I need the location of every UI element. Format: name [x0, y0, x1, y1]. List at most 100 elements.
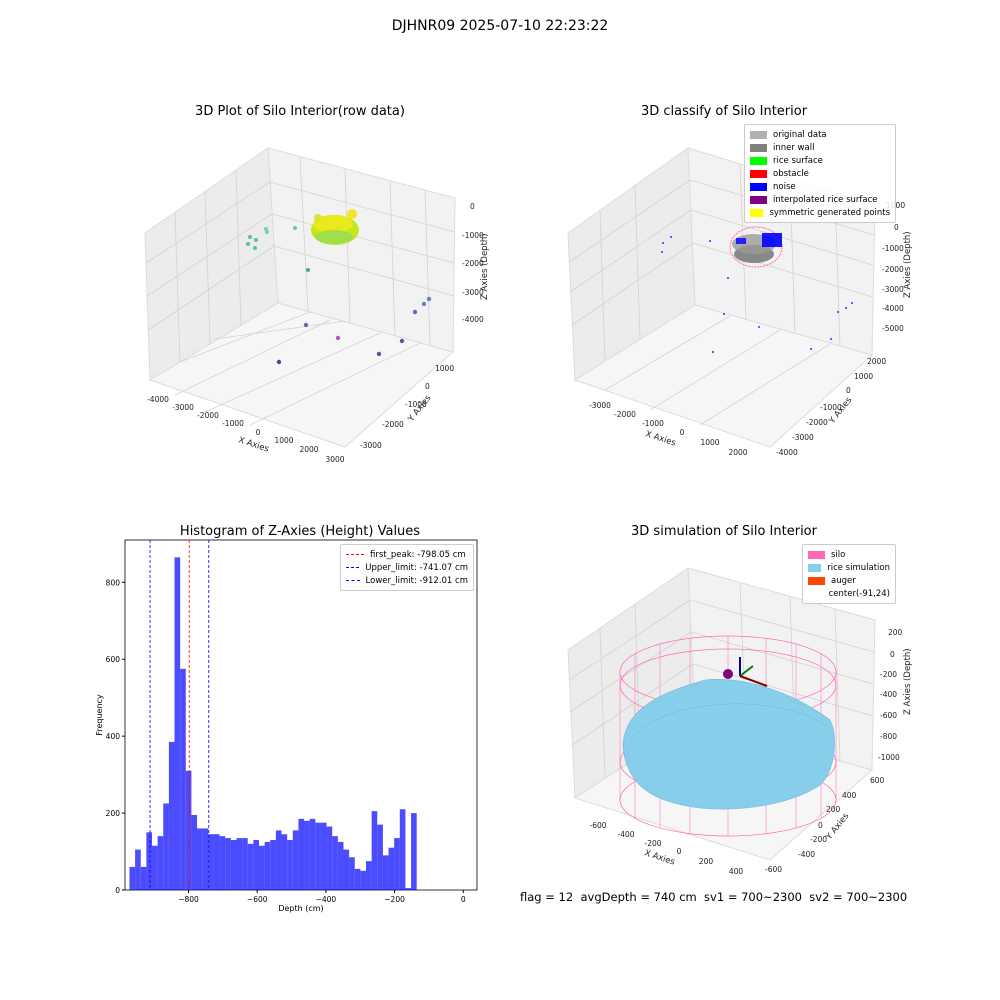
simulation-legend-label: center(-91,24) [828, 588, 890, 599]
histogram-bar [309, 818, 316, 890]
simulation-legend-swatch [808, 590, 823, 598]
raw-3d-points [246, 209, 432, 365]
histogram-bar [337, 841, 344, 890]
histogram-bar [320, 822, 327, 890]
histogram-bar [343, 849, 350, 890]
raw-y-tick: -1000 [405, 400, 427, 409]
simulation-3d-plot: -600 -400 -200 0 200 400 X Axies -600 -4… [567, 567, 913, 876]
simulation-z-tick: -800 [880, 732, 897, 741]
histogram-legend-label: first_peak: -798.05 cm [370, 549, 466, 560]
histogram-bar [377, 824, 383, 890]
auger-marker [723, 657, 768, 687]
histogram-bar [259, 845, 265, 890]
classify-legend-swatch [750, 143, 767, 152]
histogram-x-tick-label: −200 [384, 895, 405, 904]
simulation-z-tick: -200 [880, 670, 897, 679]
classify-legend-label: symmetric generated points [769, 207, 890, 218]
raw-z-axis-label: Z Axies (Depth) [480, 233, 490, 300]
classify-legend-swatch [750, 208, 764, 217]
simulation-x-tick: 200 [699, 857, 714, 866]
simulation-legend-swatch [808, 550, 825, 559]
classify-3d-plot: -3000 -2000 -1000 0 1000 2000 X Axies -4… [567, 147, 913, 457]
simulation-y-tick: 0 [818, 821, 823, 830]
histogram-bar [185, 770, 192, 890]
histogram-chart: −800 −600 −400 −200 0 0 200 400 600 800 Depth (cm… [95, 539, 478, 913]
histogram-bar [253, 840, 260, 890]
histogram-bar [292, 830, 299, 890]
classify-x-tick: -2000 [614, 410, 636, 419]
histogram-y-tick-label: 600 [106, 655, 121, 664]
histogram-bar [405, 888, 412, 890]
simulation-y-tick: 200 [826, 805, 841, 814]
simulation-y-axis-label: Y Axies [824, 811, 852, 843]
classify-y-tick: -4000 [776, 448, 798, 457]
simulation-x-tick: -400 [617, 830, 634, 839]
classify-y-tick: -1000 [820, 403, 842, 412]
simulation-x-tick: -600 [589, 821, 606, 830]
histogram-legend-label: Upper_limit: -741.07 cm [365, 562, 468, 573]
histogram-bar [151, 845, 158, 890]
classify-legend-label: inner wall [773, 142, 815, 153]
histogram-y-axis-label: Frequency [95, 694, 104, 736]
histogram-bar [191, 815, 198, 890]
classify-y-tick: 1000 [854, 372, 873, 381]
classify-x-tick: 0 [680, 428, 685, 437]
simulation-z-tick: -1000 [878, 753, 900, 762]
classify-z-tick: -4000 [882, 304, 904, 313]
rice-simulation-surface [622, 679, 835, 810]
histogram-bar [394, 838, 400, 890]
histogram-y-tick-label: 200 [106, 809, 121, 818]
classify-legend-label: original data [773, 129, 827, 140]
classify-x-tick: -3000 [589, 401, 611, 410]
raw-x-tick: -2000 [197, 411, 219, 420]
classify-legend-swatch [750, 195, 767, 204]
simulation-legend-item: silo [808, 548, 890, 561]
histogram-bar [197, 828, 203, 890]
histogram-bar [382, 855, 389, 890]
classify-y-tick: -2000 [806, 418, 828, 427]
histogram-bar [242, 838, 248, 890]
raw-x-tick: 3000 [325, 455, 344, 464]
classify-y-tick: 0 [846, 386, 851, 395]
simulation-legend-swatch [808, 576, 825, 585]
simulation-z-tick: 200 [888, 628, 903, 637]
histogram-bar [168, 741, 175, 890]
histogram-bar [230, 840, 237, 890]
classify-3d-axes-box [567, 147, 876, 448]
classify-legend-item: noise [750, 180, 890, 193]
classify-z-axis-label: Z Axies (Depth) [903, 231, 913, 298]
classify-legend-swatch [750, 169, 767, 178]
simulation-z-axis-label: Z Axies (Depth) [903, 648, 913, 715]
simulation-legend-item: center(-91,24) [808, 587, 890, 600]
raw-z-tick: 0 [470, 202, 475, 211]
classify-z-tick: -1000 [882, 244, 904, 253]
raw-z-tick: -3000 [462, 288, 484, 297]
simulation-y-tick: -600 [765, 865, 782, 874]
raw-3d-plot: -4000 -3000 -2000 -1000 0 1000 2000 3000… [144, 147, 490, 464]
raw-z-tick: -2000 [462, 259, 484, 268]
simulation-legend-label: rice simulation [827, 562, 890, 573]
histogram-bar [315, 822, 321, 890]
histogram-bar [281, 834, 288, 890]
histogram-bar [270, 840, 276, 890]
classify-z-tick: -3000 [882, 285, 904, 294]
simulation-y-tick: -200 [810, 835, 827, 844]
histogram-bar [225, 838, 231, 890]
classify-x-tick: 2000 [728, 448, 747, 457]
simulation-x-tick: 400 [729, 867, 744, 876]
simulation-x-tick: -200 [644, 839, 661, 848]
histogram-bar [264, 841, 271, 890]
histogram-bar [219, 836, 226, 890]
figure-title: DJHNR09 2025-07-10 22:23:22 [391, 18, 609, 34]
classify-legend-label: rice surface [773, 155, 823, 166]
histogram-bar [174, 557, 181, 890]
histogram-bar [371, 811, 378, 890]
histogram-bar [360, 870, 367, 890]
histogram-bar [411, 813, 417, 890]
histogram-legend-item: Upper_limit: -741.07 cm [346, 561, 468, 574]
histogram-bar [157, 836, 164, 890]
histogram-reference-lines [149, 540, 210, 890]
histogram-bar [146, 832, 152, 890]
raw-x-tick: -4000 [147, 395, 169, 404]
simulation-z-tick: 0 [890, 650, 895, 659]
